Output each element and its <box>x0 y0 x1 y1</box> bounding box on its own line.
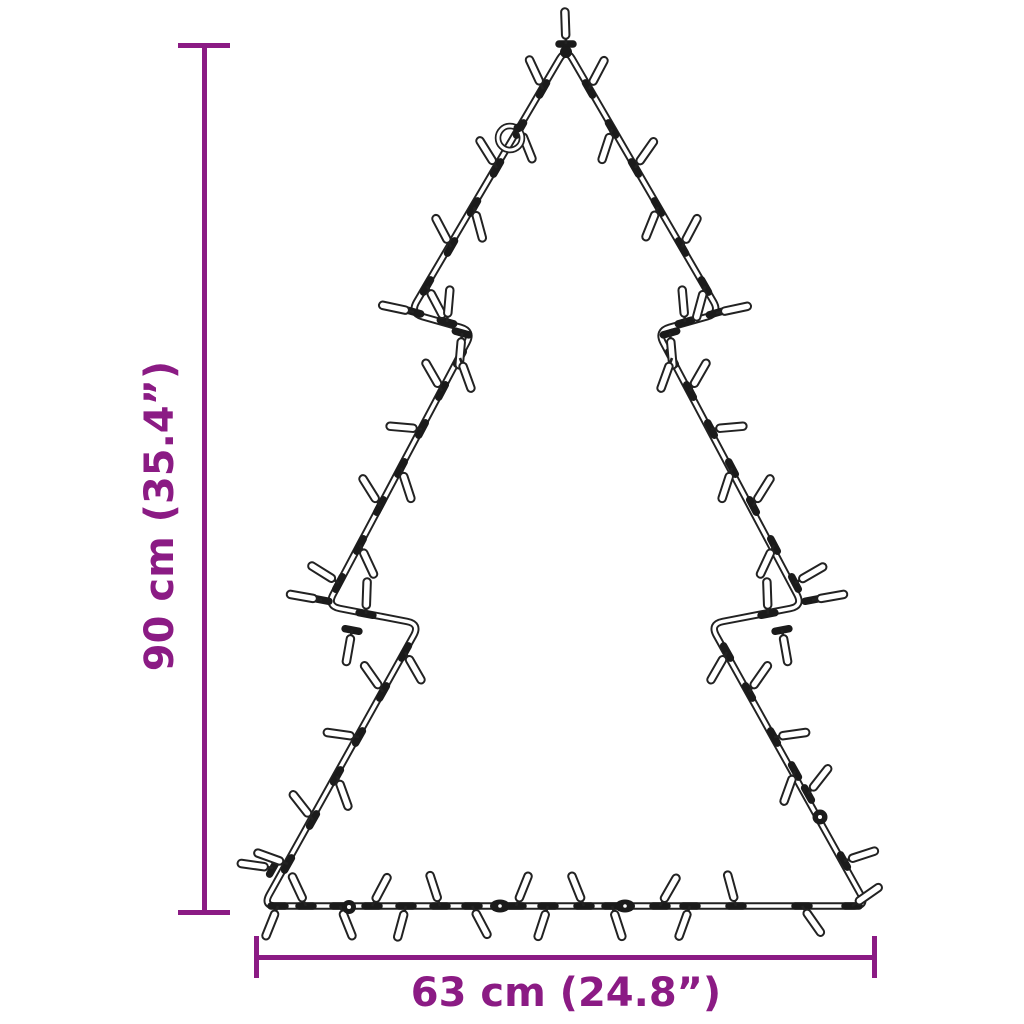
height-dimension-line <box>202 45 207 915</box>
width-dimension-line <box>256 955 876 960</box>
width-dimension-cap-right <box>872 936 877 978</box>
height-dimension-label: 90 cm (35.4”) <box>137 360 183 672</box>
height-dimension-cap-top <box>178 43 230 48</box>
height-dimension-cap-bottom <box>178 910 230 915</box>
width-dimension-label: 63 cm (24.8”) <box>410 970 722 1016</box>
width-dimension-cap-left <box>254 936 259 978</box>
